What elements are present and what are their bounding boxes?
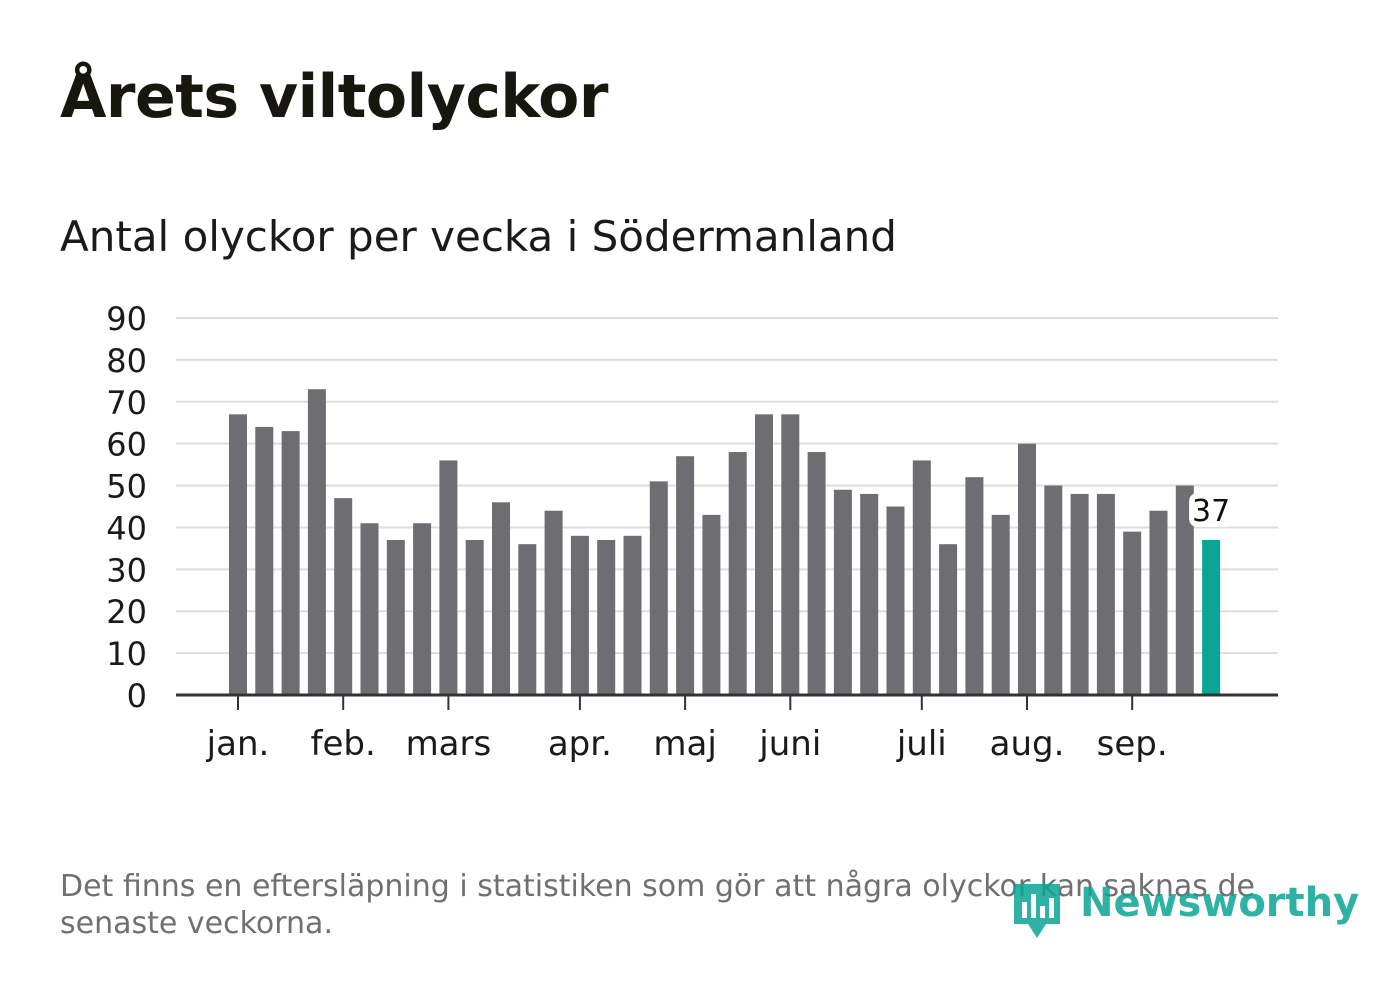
bar	[465, 540, 484, 695]
bar	[1149, 510, 1168, 695]
x-tick-label: juli	[896, 724, 947, 764]
bar	[1018, 443, 1036, 695]
bar	[1044, 485, 1063, 695]
chart-title: Årets viltolyckor	[60, 62, 609, 132]
bar	[833, 489, 852, 695]
y-tick-label: 20	[106, 593, 147, 631]
bar	[281, 431, 300, 695]
y-tick-label: 90	[106, 300, 147, 338]
bar	[255, 426, 274, 695]
data-label-background	[1189, 493, 1234, 528]
bar	[1123, 531, 1142, 695]
x-tick-label: jan.	[206, 724, 270, 764]
bar	[413, 523, 432, 695]
bar	[544, 510, 563, 695]
bar	[676, 456, 695, 695]
y-tick-label: 10	[106, 635, 147, 673]
y-tick-label: 80	[106, 342, 147, 380]
bars	[229, 389, 1221, 695]
bar	[360, 523, 379, 695]
data-label-latest: 37	[1192, 494, 1230, 529]
chart-subtitle: Antal olyckor per vecka i Södermanland	[60, 212, 897, 261]
x-tick-label: aug.	[990, 724, 1065, 764]
bar	[1096, 493, 1115, 695]
bar-latest-week	[1202, 540, 1221, 695]
data-labels: 37	[1189, 493, 1234, 529]
x-tick-label: juni	[758, 724, 821, 764]
x-tick-label: apr.	[548, 724, 612, 764]
bar	[781, 414, 800, 695]
y-tick-label: 50	[106, 468, 147, 506]
bar	[597, 540, 616, 695]
x-tick-label: mars	[406, 724, 492, 764]
bar	[649, 481, 668, 695]
newsworthy-logo-icon	[1014, 884, 1060, 938]
bar	[939, 544, 958, 695]
y-tick-label: 40	[106, 509, 147, 547]
bar	[386, 540, 405, 695]
y-tick-label: 70	[106, 384, 147, 422]
bar	[229, 414, 247, 695]
bar	[886, 506, 905, 695]
bar	[439, 460, 458, 695]
y-tick-label: 60	[106, 426, 147, 464]
bar	[1175, 485, 1194, 695]
x-axis-ticks: jan. feb. mars apr. maj juni juli aug. sep.	[206, 695, 1168, 764]
bar	[728, 452, 747, 695]
bar	[518, 544, 537, 695]
bar	[1070, 493, 1089, 695]
bar	[702, 514, 721, 695]
bar	[912, 460, 931, 695]
bar	[334, 498, 353, 695]
grid-lines	[176, 317, 1278, 655]
brand-name: Newsworthy	[1080, 880, 1360, 926]
x-tick-label: feb.	[311, 724, 376, 764]
newsworthy-brand: Newsworthy	[1010, 876, 1359, 942]
y-tick-label: 30	[106, 551, 147, 589]
bar	[623, 535, 642, 695]
bar	[965, 477, 984, 695]
bar	[307, 389, 326, 695]
x-tick-label: sep.	[1097, 724, 1168, 764]
bar	[991, 514, 1010, 695]
bar	[860, 493, 879, 695]
x-tick-label: maj	[653, 724, 716, 764]
bar	[570, 535, 589, 695]
y-tick-label: 0	[127, 677, 147, 715]
bar	[492, 502, 510, 695]
bar	[755, 414, 773, 695]
bar	[807, 452, 826, 695]
